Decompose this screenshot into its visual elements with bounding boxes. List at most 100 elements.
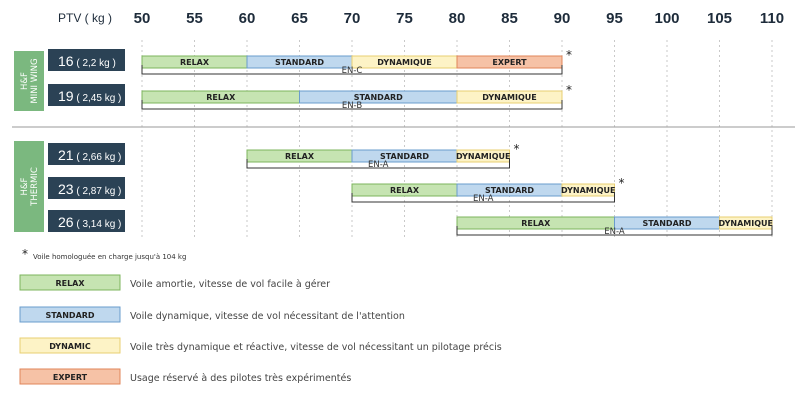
size-weight: ( 2,45 kg ) xyxy=(74,93,122,104)
legend-swatch xyxy=(19,337,121,354)
bar-segment-label: DYNAMIQUE xyxy=(456,152,510,161)
footnote: * Voile homologuée en charge jusqu'à 104… xyxy=(22,247,186,261)
tick-label: 70 xyxy=(344,10,361,27)
size-weight: ( 2,2 kg ) xyxy=(74,58,116,69)
group-box xyxy=(14,141,44,232)
bar-segment-dynamic xyxy=(456,149,510,163)
chart-row-23: 23 ( 2,87 kg ) RELAX STANDARD DYNAMIQUE * EN-… xyxy=(48,176,625,204)
legend-item-relax: RELAX Voile amortie, vitesse de vol facil… xyxy=(19,274,330,291)
size-number: 23 xyxy=(58,181,74,197)
certification-bracket xyxy=(456,226,773,236)
legend-swatch xyxy=(19,274,121,291)
bar-segment-expert xyxy=(456,55,563,69)
chart-rows: 16 ( 2,2 kg ) RELAX STANDARD DYNAMIQUE EXPER… xyxy=(48,48,773,237)
group-label: H&FTHERMIC xyxy=(20,167,40,207)
bar-segment-label: RELAX xyxy=(521,219,551,228)
legend-swatch xyxy=(19,368,121,385)
bar-segment-label: STANDARD xyxy=(642,219,691,228)
axis-label: PTV ( kg ) xyxy=(58,11,112,25)
size-number: 19 xyxy=(58,88,74,104)
homologation-star: * xyxy=(514,142,520,156)
size-label-box xyxy=(48,177,125,199)
bar-segment-label: DYNAMIQUE xyxy=(719,219,773,228)
tick-label: 110 xyxy=(760,10,784,27)
chart-row-21: 21 ( 2,66 kg ) RELAX STANDARD DYNAMIQUE * EN-… xyxy=(48,142,520,170)
size-label: 23 ( 2,87 kg ) xyxy=(58,181,121,197)
legend-swatch-label: RELAX xyxy=(55,279,85,288)
size-weight: ( 2,66 kg ) xyxy=(74,152,122,163)
size-label-box xyxy=(48,84,125,106)
bar-segment-dynamic xyxy=(456,90,563,104)
chart-row-19: 19 ( 2,45 kg ) RELAX STANDARD DYNAMIQUE * EN-… xyxy=(48,83,572,111)
size-label: 26 ( 3,14 kg ) xyxy=(58,214,121,230)
certification-label: EN-A xyxy=(368,160,389,170)
bar-segment-label: RELAX xyxy=(206,93,236,102)
tick-label: 60 xyxy=(239,10,256,27)
bar-segment-label: RELAX xyxy=(390,186,420,195)
tick-label: 50 xyxy=(134,10,151,27)
bar-segment-label: STANDARD xyxy=(275,58,324,67)
size-number: 16 xyxy=(58,53,74,69)
bar-segment-label: DYNAMIQUE xyxy=(561,186,615,195)
certification-label: EN-A xyxy=(604,227,625,237)
legend-description: Voile très dynamique et réactive, vitess… xyxy=(130,342,502,353)
size-number: 26 xyxy=(58,214,74,230)
certification-bracket xyxy=(141,100,563,110)
homologation-star: * xyxy=(566,83,572,97)
grid-lines xyxy=(141,40,773,240)
homologation-star: * xyxy=(619,176,625,190)
chart-row-16: 16 ( 2,2 kg ) RELAX STANDARD DYNAMIQUE EXPER… xyxy=(48,48,572,76)
legend-swatch xyxy=(19,306,121,323)
group-labels: H&FMINI WING H&FTHERMIC xyxy=(14,51,44,232)
tick-label: 90 xyxy=(554,10,571,27)
size-weight: ( 3,14 kg ) xyxy=(74,219,122,230)
bar-segment-dynamic xyxy=(719,216,773,230)
tick-label: 55 xyxy=(186,10,203,27)
size-number: 21 xyxy=(58,147,74,163)
size-label-box xyxy=(48,49,125,71)
size-label-box xyxy=(48,143,125,165)
bar-segment-label: EXPERT xyxy=(492,58,527,67)
legend-description: Usage réservé à des pilotes très expérim… xyxy=(130,373,351,384)
legend-description: Voile dynamique, vitesse de vol nécessit… xyxy=(130,311,405,322)
size-label: 19 ( 2,45 kg ) xyxy=(58,88,121,104)
bar-segment-label: RELAX xyxy=(285,152,315,161)
chart-row-26: 26 ( 3,14 kg ) RELAX STANDARD DYNAMIQUE EN-A xyxy=(48,210,773,237)
group-label: H&FMINI WING xyxy=(20,58,40,103)
legend-item-expert: EXPERT Usage réservé à des pilotes très e… xyxy=(19,368,351,385)
certification-bracket xyxy=(246,159,510,169)
tick-label: 105 xyxy=(707,10,732,27)
bar-segment-label: RELAX xyxy=(180,58,210,67)
size-weight: ( 2,87 kg ) xyxy=(74,186,122,197)
tick-label: 85 xyxy=(501,10,518,27)
legend-swatch-label: STANDARD xyxy=(45,311,94,320)
group-box xyxy=(14,51,44,111)
footnote-text: Voile homologuée en charge jusqu'à 104 k… xyxy=(33,253,186,261)
legend-description: Voile amortie, vitesse de vol facile à g… xyxy=(130,279,330,290)
tick-label: 100 xyxy=(654,10,679,27)
tick-label: 80 xyxy=(449,10,466,27)
legend: RELAX Voile amortie, vitesse de vol facil… xyxy=(19,274,502,385)
certification-label: EN-C xyxy=(342,66,363,76)
certification-label: EN-A xyxy=(473,194,494,204)
legend-swatch-label: DYNAMIC xyxy=(49,342,91,351)
size-label: 16 ( 2,2 kg ) xyxy=(58,53,116,69)
bar-segment-label: STANDARD xyxy=(380,152,429,161)
bar-segment-label: STANDARD xyxy=(485,186,534,195)
tick-label: 75 xyxy=(396,10,413,27)
certification-label: EN-B xyxy=(342,101,362,111)
size-label-box xyxy=(48,210,125,232)
certification-bracket xyxy=(351,193,615,203)
certification-bracket xyxy=(141,65,563,75)
bar-segment-label: STANDARD xyxy=(354,93,403,102)
legend-swatch-label: EXPERT xyxy=(53,373,88,382)
footnote-star: * xyxy=(22,247,28,261)
homologation-star: * xyxy=(566,48,572,62)
legend-item-dynamic: DYNAMIC Voile très dynamique et réactive,… xyxy=(19,337,502,354)
axis-ticks: 50 55 60 65 70 75 80 85 90 95 100 105 110 xyxy=(134,10,784,27)
tick-label: 95 xyxy=(606,10,623,27)
size-label: 21 ( 2,66 kg ) xyxy=(58,147,121,163)
tick-label: 65 xyxy=(291,10,308,27)
bar-segment-label: DYNAMIQUE xyxy=(377,58,431,67)
